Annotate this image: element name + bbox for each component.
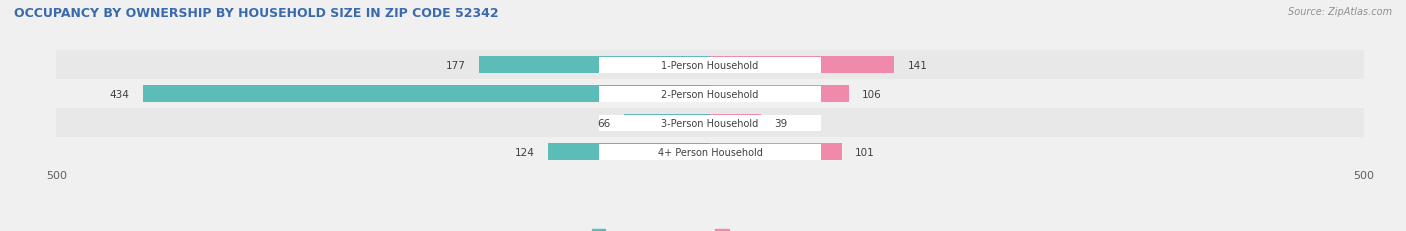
Bar	[624, 115, 710, 131]
Bar	[599, 86, 821, 102]
Bar	[599, 57, 821, 73]
Text: Source: ZipAtlas.com: Source: ZipAtlas.com	[1288, 7, 1392, 17]
Text: 124: 124	[515, 147, 534, 157]
Bar	[56, 109, 1364, 137]
Bar	[599, 115, 821, 131]
Bar	[56, 51, 1364, 80]
Bar	[710, 143, 842, 160]
Text: 39: 39	[775, 118, 787, 128]
Text: 141: 141	[907, 60, 928, 70]
Text: 2-Person Household: 2-Person Household	[661, 89, 759, 99]
Bar	[142, 86, 710, 103]
Legend: Owner-occupied, Renter-occupied: Owner-occupied, Renter-occupied	[588, 225, 832, 231]
Text: 1-Person Household: 1-Person Household	[661, 60, 759, 70]
Text: 177: 177	[446, 60, 465, 70]
Bar	[478, 57, 710, 74]
Bar	[56, 80, 1364, 109]
Text: 3-Person Household: 3-Person Household	[661, 118, 759, 128]
Bar	[710, 86, 849, 103]
Bar	[710, 57, 894, 74]
Bar	[56, 137, 1364, 166]
Text: OCCUPANCY BY OWNERSHIP BY HOUSEHOLD SIZE IN ZIP CODE 52342: OCCUPANCY BY OWNERSHIP BY HOUSEHOLD SIZE…	[14, 7, 499, 20]
Text: 66: 66	[598, 118, 610, 128]
Bar	[710, 115, 761, 131]
Text: 106: 106	[862, 89, 882, 99]
Bar	[548, 143, 710, 160]
Text: 101: 101	[855, 147, 875, 157]
Text: 4+ Person Household: 4+ Person Household	[658, 147, 762, 157]
Text: 434: 434	[110, 89, 129, 99]
Bar	[599, 144, 821, 160]
